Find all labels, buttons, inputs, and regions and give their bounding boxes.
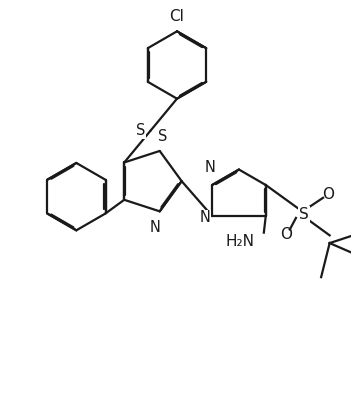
Text: N: N [205,160,216,175]
Text: O: O [322,187,334,202]
Text: S: S [136,123,145,138]
Text: O: O [280,227,292,242]
Text: N: N [200,211,211,225]
Text: S: S [158,129,167,144]
Text: S: S [299,207,309,222]
Text: Cl: Cl [170,9,184,24]
Text: N: N [150,220,160,235]
Text: H₂N: H₂N [225,234,254,249]
